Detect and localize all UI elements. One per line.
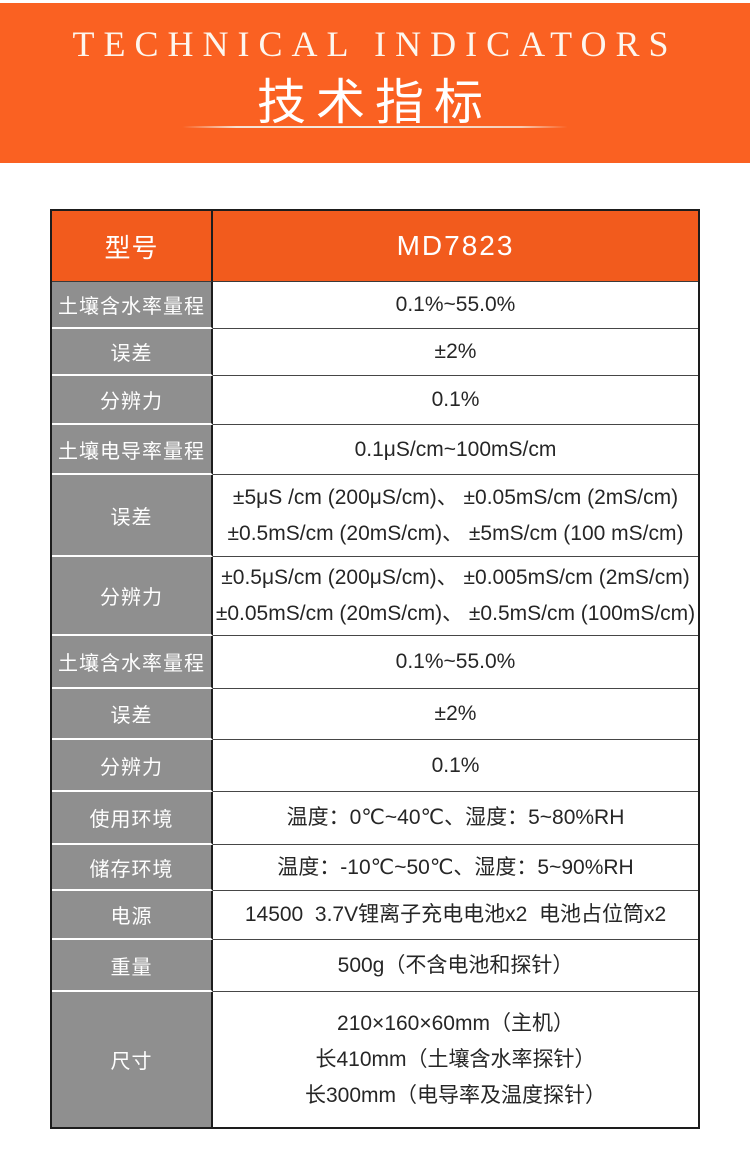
spec-value: 500g（不含电池和探针） — [213, 940, 698, 992]
model-label-cell: 型号 — [52, 211, 213, 282]
spec-value-line: 0.1% — [431, 753, 480, 777]
spec-label: 土壤含水率量程 — [52, 282, 213, 329]
table-row-conductivity-range: 土壤电导率量程 0.1μS/cm~100mS/cm — [52, 425, 698, 475]
model-value-cell: MD7823 — [213, 211, 698, 282]
spec-label: 储存环境 — [52, 845, 213, 891]
hero-banner: TECHNICAL INDICATORS 技术指标 — [0, 3, 750, 163]
table-row-operating-environment: 使用环境 温度：0℃~40℃、湿度：5~80%RH — [52, 792, 698, 845]
table-row-weight: 重量 500g（不含电池和探针） — [52, 940, 698, 992]
spec-value-line: 0.1%~55.0% — [395, 650, 516, 673]
spec-value: ±2% — [213, 689, 698, 740]
spec-label: 土壤含水率量程 — [52, 636, 213, 689]
spec-value: 210×160×60mm（主机） 长410mm（土壤含水率探针） 长300mm（… — [213, 992, 698, 1127]
spec-value-line: ±0.5μS/cm (200μS/cm)、 ±0.005mS/cm (2mS/c… — [221, 566, 690, 589]
spec-value-line: ±5μS /cm (200μS/cm)、 ±0.05mS/cm (2mS/cm) — [232, 485, 679, 509]
table-row-dimensions: 尺寸 210×160×60mm（主机） 长410mm（土壤含水率探针） 长300… — [52, 992, 698, 1127]
spec-label: 土壤电导率量程 — [52, 425, 213, 475]
spec-value-line: ±2% — [434, 340, 477, 363]
table-row-moisture-error: 误差 ±2% — [52, 329, 698, 376]
table-header-row: 型号 MD7823 — [52, 211, 698, 282]
spec-label: 尺寸 — [52, 992, 213, 1127]
spec-label: 误差 — [52, 329, 213, 376]
spec-label: 重量 — [52, 940, 213, 992]
table-row-moisture-range-2: 土壤含水率量程 0.1%~55.0% — [52, 636, 698, 689]
spec-value: 0.1%~55.0% — [213, 282, 698, 329]
table-row-moisture-range: 土壤含水率量程 0.1%~55.0% — [52, 282, 698, 329]
spec-label: 误差 — [52, 689, 213, 740]
spec-value-line: ±0.5mS/cm (20mS/cm)、 ±5mS/cm (100 mS/cm) — [227, 521, 684, 545]
spec-value: 0.1% — [213, 740, 698, 792]
spec-value-line: 0.1%~55.0% — [395, 293, 516, 316]
spec-value-line: 温度：-10℃~50℃、湿度：5~90%RH — [277, 855, 634, 879]
spec-value-line: 0.1% — [431, 388, 480, 411]
hero-title-chinese: 技术指标 — [256, 76, 493, 130]
spec-label: 分辨力 — [52, 376, 213, 425]
table-row-conductivity-error: 误差 ±5μS /cm (200μS/cm)、 ±0.05mS/cm (2mS/… — [52, 475, 698, 557]
spec-value-line: ±0.05mS/cm (20mS/cm)、 ±0.5mS/cm (100mS/c… — [215, 602, 696, 625]
spec-value-line: 210×160×60mm（主机） — [337, 1011, 574, 1035]
spec-value-line: 温度：0℃~40℃、湿度：5~80%RH — [286, 806, 625, 829]
spec-value: 0.1μS/cm~100mS/cm — [213, 425, 698, 475]
spec-value-line: ±2% — [434, 702, 477, 725]
table-row-conductivity-resolution: 分辨力 ±0.5μS/cm (200μS/cm)、 ±0.005mS/cm (2… — [52, 557, 698, 636]
spec-label: 误差 — [52, 475, 213, 557]
spec-value-line: 长300mm（电导率及温度探针） — [304, 1083, 607, 1107]
spec-value-line: 500g（不含电池和探针） — [337, 953, 574, 977]
spec-value: ±2% — [213, 329, 698, 376]
table-row-power: 电源 14500 3.7V锂离子充电电池x2 电池占位筒x2 — [52, 891, 698, 940]
table-row-storage-environment: 储存环境 温度：-10℃~50℃、湿度：5~90%RH — [52, 845, 698, 891]
spec-value-line: 14500 3.7V锂离子充电电池x2 电池占位筒x2 — [244, 903, 667, 926]
spec-value-line: 0.1μS/cm~100mS/cm — [354, 437, 557, 461]
spec-table: 型号 MD7823 土壤含水率量程 0.1%~55.0% 误差 ±2% 分辨力 … — [50, 209, 700, 1129]
spec-value: 温度：0℃~40℃、湿度：5~80%RH — [213, 792, 698, 845]
table-row-moisture-resolution: 分辨力 0.1% — [52, 376, 698, 425]
spec-value: 14500 3.7V锂离子充电电池x2 电池占位筒x2 — [213, 891, 698, 940]
spec-label: 电源 — [52, 891, 213, 940]
spec-label: 分辨力 — [52, 740, 213, 792]
table-row-error-2: 误差 ±2% — [52, 689, 698, 740]
spec-value-line: 长410mm（土壤含水率探针） — [315, 1047, 596, 1071]
hero-divider-line — [182, 126, 568, 128]
spec-label: 分辨力 — [52, 557, 213, 636]
spec-label: 使用环境 — [52, 792, 213, 845]
spec-value: ±5μS /cm (200μS/cm)、 ±0.05mS/cm (2mS/cm)… — [213, 475, 698, 557]
hero-title-english: TECHNICAL INDICATORS — [72, 24, 678, 64]
table-row-resolution-2: 分辨力 0.1% — [52, 740, 698, 792]
spec-value: 0.1% — [213, 376, 698, 425]
spec-value: 温度：-10℃~50℃、湿度：5~90%RH — [213, 845, 698, 891]
spec-value: ±0.5μS/cm (200μS/cm)、 ±0.005mS/cm (2mS/c… — [213, 557, 698, 636]
spec-value: 0.1%~55.0% — [213, 636, 698, 689]
